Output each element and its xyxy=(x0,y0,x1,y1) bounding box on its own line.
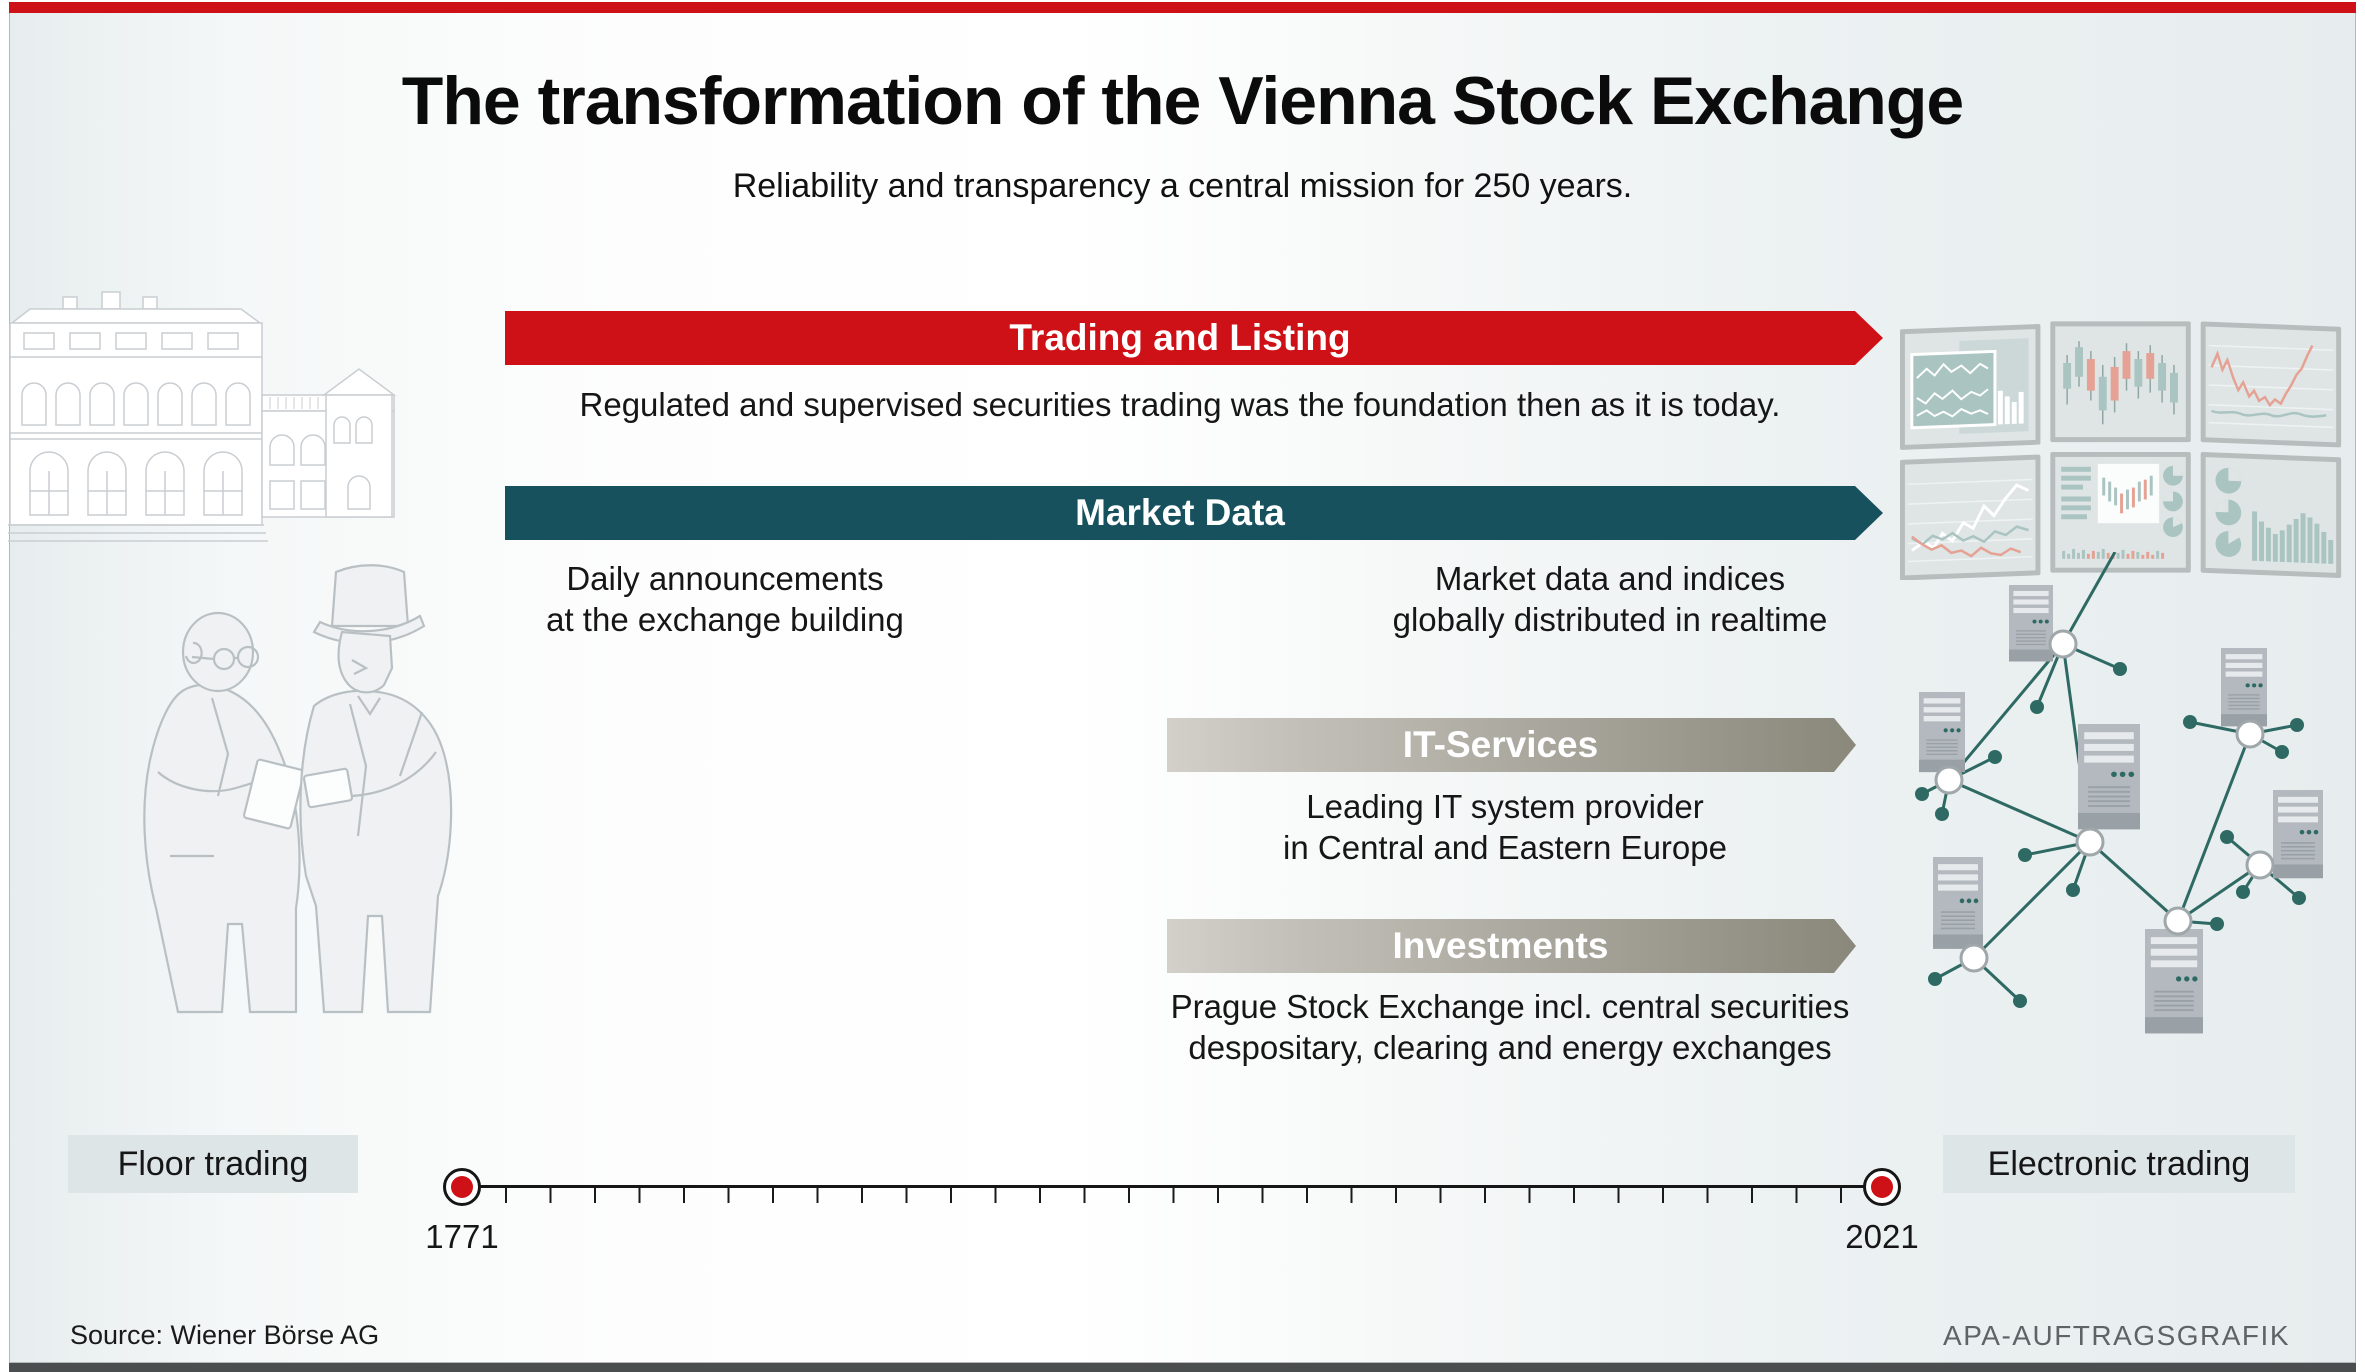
timeline-ticks xyxy=(505,1188,1865,1203)
server-network-illustration xyxy=(1915,552,2324,1035)
market-data-now-description: Market data and indices globally distrib… xyxy=(1392,560,1828,638)
pie-charts xyxy=(2163,465,2183,538)
electronic-trading-label: Electronic trading xyxy=(1943,1135,2295,1193)
floor-traders-illustration xyxy=(143,564,453,1014)
timeline-axis xyxy=(462,1185,1882,1188)
band-market-data-label: Market Data xyxy=(1075,492,1285,533)
screen-col-left xyxy=(1899,324,2041,580)
bottom-bar xyxy=(9,1363,2356,1372)
credit-text: APA-AUFTRAGSGRAFIK xyxy=(1943,1320,2290,1351)
it-services-description: Leading IT system provider in Central an… xyxy=(1283,788,1727,866)
band-it-services: IT-Services xyxy=(1167,718,1856,772)
trading-description: Regulated and supervised securities trad… xyxy=(579,386,1781,423)
exchange-building-illustration xyxy=(8,291,397,542)
floor-trading-label: Floor trading xyxy=(68,1135,358,1193)
trader-right-body xyxy=(299,689,453,1014)
page-subtitle: Reliability and transparency a central m… xyxy=(732,167,1633,205)
timeline-start-year: 1771 xyxy=(425,1218,499,1255)
screen-bars-pies xyxy=(2200,452,2342,578)
screen-col-center xyxy=(2050,321,2191,573)
page-title: The transformation of the Vienna Stock E… xyxy=(401,63,1964,139)
band-trading-and-listing: Trading and Listing xyxy=(505,311,1883,365)
top-hat xyxy=(330,564,410,628)
trading-screens-illustration xyxy=(1899,321,2342,580)
timeline-end-year: 2021 xyxy=(1845,1218,1919,1255)
screen-candles xyxy=(2050,321,2191,443)
investments-description: Prague Stock Exchange incl. central secu… xyxy=(1170,988,1850,1066)
band-market-data: Market Data xyxy=(505,486,1883,540)
screen-multiline xyxy=(1899,454,2041,580)
source-text: Source: Wiener Börse AG xyxy=(70,1320,380,1350)
screen-col-right xyxy=(2200,321,2342,578)
trader-right-head xyxy=(337,630,394,694)
band-investments: Investments xyxy=(1167,919,1856,973)
band-trading-label: Trading and Listing xyxy=(1009,317,1351,358)
market-data-then-description: Daily announcements at the exchange buil… xyxy=(546,560,904,638)
band-it-services-label: IT-Services xyxy=(1402,724,1599,765)
screen-linechart xyxy=(2200,321,2342,448)
timeline-start-marker xyxy=(443,1168,481,1206)
band-investments-label: Investments xyxy=(1392,925,1609,966)
screen-lines-cards xyxy=(1899,324,2041,450)
timeline-end-marker xyxy=(1863,1168,1901,1206)
pie-charts-2 xyxy=(2215,467,2242,557)
top-accent-bar xyxy=(9,2,2356,13)
